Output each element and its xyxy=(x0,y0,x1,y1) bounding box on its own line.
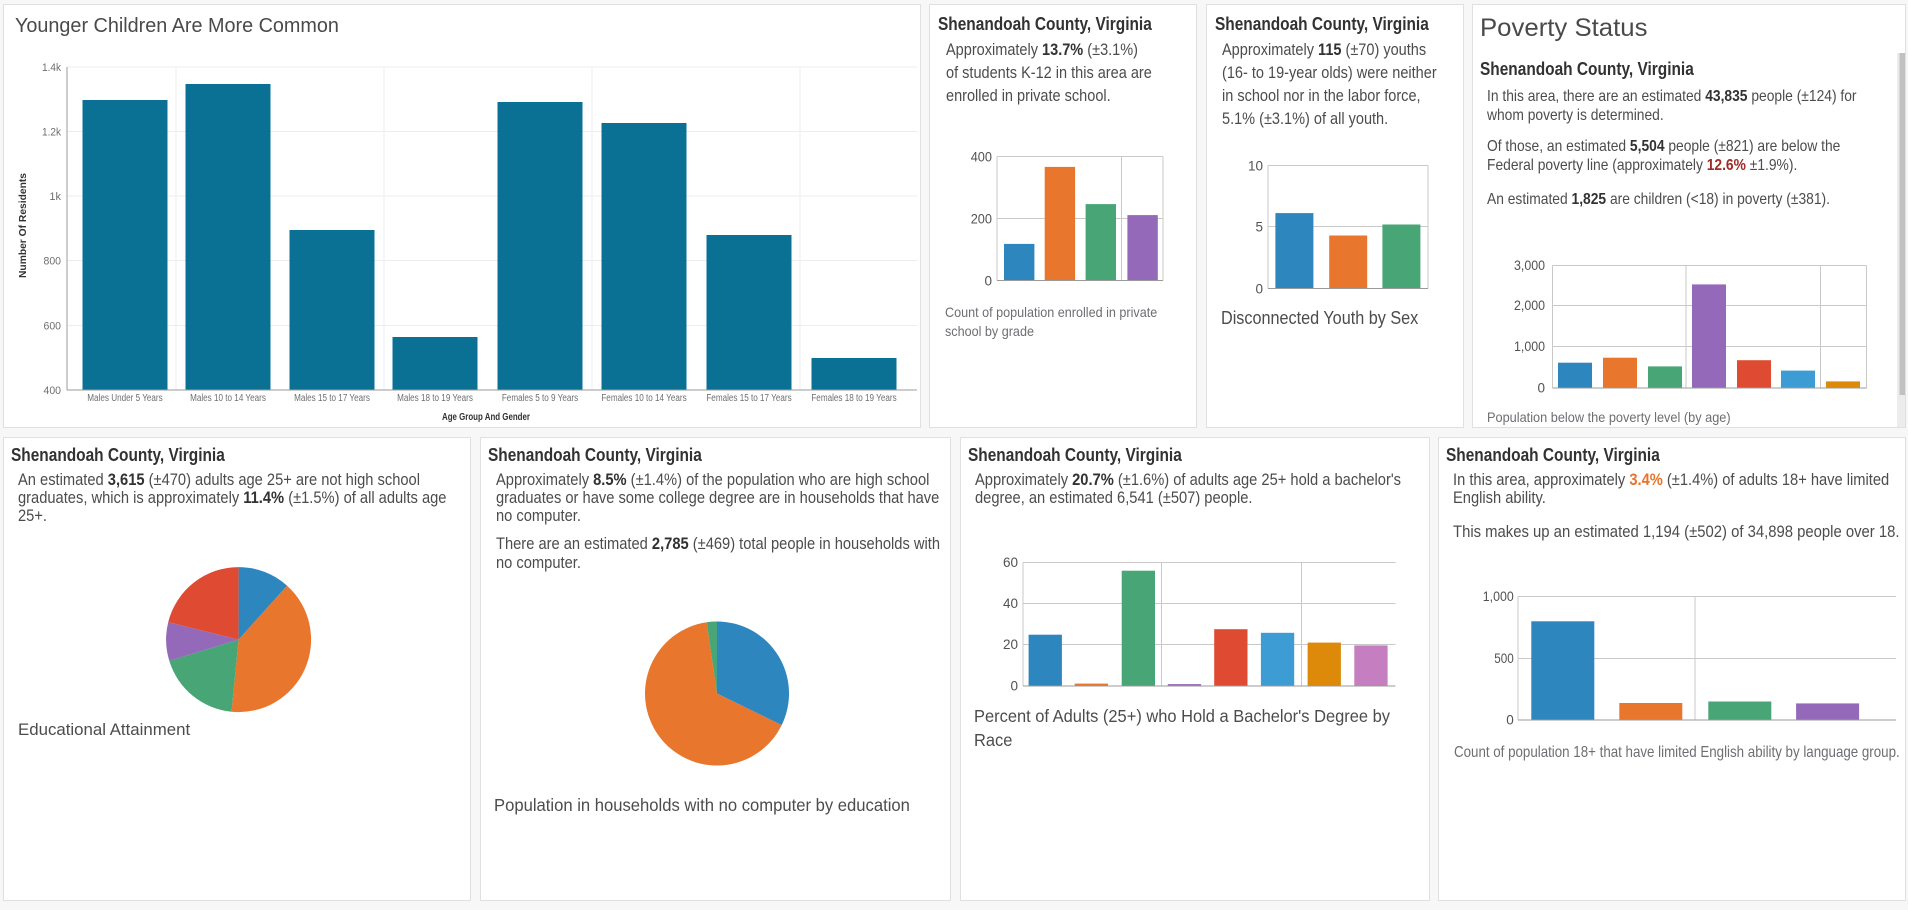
svg-text:1.4k: 1.4k xyxy=(42,62,61,74)
svg-text:0: 0 xyxy=(1255,282,1263,297)
svg-text:60: 60 xyxy=(1003,555,1018,570)
svg-text:600: 600 xyxy=(44,321,62,333)
svg-text:3,000: 3,000 xyxy=(1514,258,1545,273)
svg-text:Males 15 to 17 Years: Males 15 to 17 Years xyxy=(294,393,370,404)
svg-text:0: 0 xyxy=(984,274,992,289)
svg-text:400: 400 xyxy=(44,385,62,397)
svg-text:5: 5 xyxy=(1255,220,1263,235)
svg-text:Males 10 to 14 Years: Males 10 to 14 Years xyxy=(190,393,266,404)
svg-text:0: 0 xyxy=(1010,679,1018,694)
svg-text:1,000: 1,000 xyxy=(1514,339,1545,354)
svg-text:200: 200 xyxy=(971,212,992,227)
svg-text:Age Group And Gender: Age Group And Gender xyxy=(442,412,530,423)
svg-text:800: 800 xyxy=(44,256,62,268)
svg-text:Number Of Residents: Number Of Residents xyxy=(18,173,29,278)
svg-text:400: 400 xyxy=(971,150,992,165)
svg-text:Females 10 to 14 Years: Females 10 to 14 Years xyxy=(601,393,686,404)
svg-text:10: 10 xyxy=(1248,159,1263,174)
svg-text:20: 20 xyxy=(1003,637,1018,652)
svg-text:Females 15 to 17 Years: Females 15 to 17 Years xyxy=(706,393,791,404)
svg-text:500: 500 xyxy=(1494,651,1514,666)
svg-text:1k: 1k xyxy=(49,191,61,203)
svg-text:0: 0 xyxy=(1537,381,1545,396)
svg-text:Females 18 to 19 Years: Females 18 to 19 Years xyxy=(811,393,896,404)
svg-text:2,000: 2,000 xyxy=(1514,298,1545,313)
svg-text:Females 5 to 9 Years: Females 5 to 9 Years xyxy=(502,393,578,404)
svg-text:1,000: 1,000 xyxy=(1483,589,1514,604)
svg-text:Males 18 to 19 Years: Males 18 to 19 Years xyxy=(397,393,473,404)
svg-text:0: 0 xyxy=(1506,713,1514,728)
svg-text:Males Under 5 Years: Males Under 5 Years xyxy=(87,393,162,404)
svg-text:40: 40 xyxy=(1003,596,1018,611)
svg-text:1.2k: 1.2k xyxy=(42,127,61,139)
